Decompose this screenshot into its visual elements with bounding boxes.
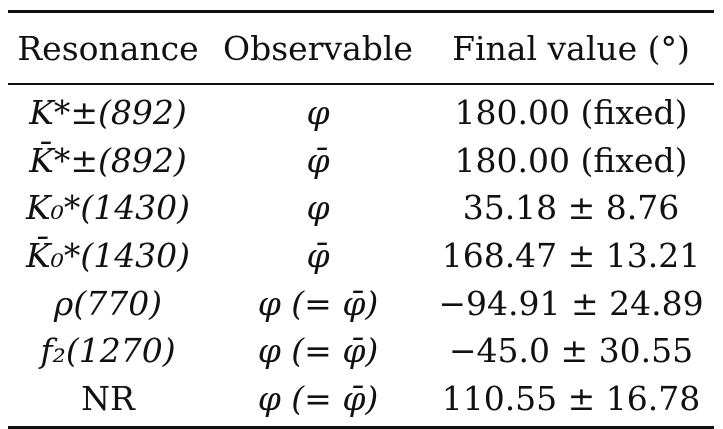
value-cell: 35.18 ± 8.76 <box>462 188 680 228</box>
observable-cell: φ (= φ̄) <box>257 331 379 371</box>
header-final-value: Final value (°) <box>452 28 690 68</box>
table-row: K₀*(1430) φ 35.18 ± 8.76 <box>8 184 714 232</box>
table-row: K̄*±(892) φ̄ 180.00 (fixed) <box>8 136 714 184</box>
table-row: NR φ (= φ̄) 110.55 ± 16.78 <box>8 375 714 423</box>
observable-cell: φ (= φ̄) <box>257 378 379 418</box>
table-row: K*±(892) φ 180.00 (fixed) <box>8 89 714 137</box>
observable-cell: φ̄ <box>306 140 330 180</box>
value-cell: 180.00 (fixed) <box>454 140 688 180</box>
observable-cell: φ (= φ̄) <box>257 283 379 323</box>
resonance-cell: K̄*±(892) <box>29 140 187 180</box>
observable-cell: φ <box>306 92 330 132</box>
table-row: f₂(1270) φ (= φ̄) −45.0 ± 30.55 <box>8 327 714 375</box>
top-rule <box>8 10 714 13</box>
resonance-cell: K₀*(1430) <box>25 188 191 228</box>
observable-cell: φ <box>306 188 330 228</box>
resonance-cell: K̄₀*(1430) <box>25 235 191 275</box>
header-resonance: Resonance <box>17 28 199 68</box>
resonance-cell: K*±(892) <box>29 92 187 132</box>
header-row: Resonance Observable Final value (°) <box>8 13 714 83</box>
results-table: Resonance Observable Final value (°) K*±… <box>8 10 714 429</box>
mid-rule <box>8 83 714 85</box>
value-cell: −45.0 ± 30.55 <box>448 331 694 371</box>
resonance-cell: ρ(770) <box>53 283 163 323</box>
observable-cell: φ̄ <box>306 235 330 275</box>
value-cell: −94.91 ± 24.89 <box>438 283 704 323</box>
header-observable: Observable <box>223 28 413 68</box>
table-row: ρ(770) φ (= φ̄) −94.91 ± 24.89 <box>8 279 714 327</box>
value-cell: 180.00 (fixed) <box>454 92 688 132</box>
resonance-cell: NR <box>81 378 135 418</box>
resonance-cell: f₂(1270) <box>40 331 176 371</box>
table-body: K*±(892) φ 180.00 (fixed) K̄*±(892) φ̄ 1… <box>8 85 714 427</box>
value-cell: 110.55 ± 16.78 <box>441 378 701 418</box>
table-row: K̄₀*(1430) φ̄ 168.47 ± 13.21 <box>8 232 714 280</box>
value-cell: 168.47 ± 13.21 <box>441 235 701 275</box>
